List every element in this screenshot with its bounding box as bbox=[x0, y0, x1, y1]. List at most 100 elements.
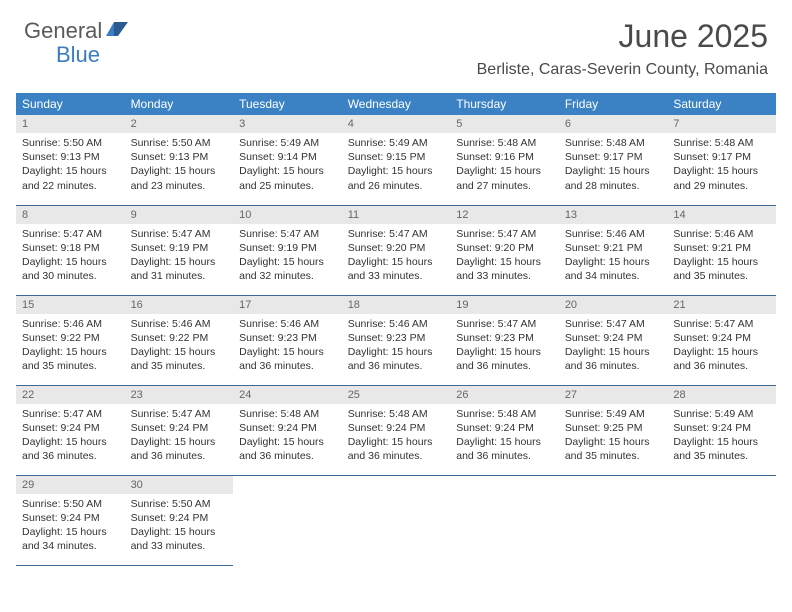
day-number: 19 bbox=[450, 296, 559, 314]
day-number: 12 bbox=[450, 206, 559, 224]
day-number: 23 bbox=[125, 386, 234, 404]
day-content: Sunrise: 5:48 AMSunset: 9:24 PMDaylight:… bbox=[342, 404, 451, 467]
day-number: 1 bbox=[16, 115, 125, 133]
day-content: Sunrise: 5:47 AMSunset: 9:20 PMDaylight:… bbox=[342, 224, 451, 287]
day-content: Sunrise: 5:47 AMSunset: 9:20 PMDaylight:… bbox=[450, 224, 559, 287]
calendar-day-cell: 29Sunrise: 5:50 AMSunset: 9:24 PMDayligh… bbox=[16, 475, 125, 565]
day-number: 30 bbox=[125, 476, 234, 494]
calendar-week-row: 15Sunrise: 5:46 AMSunset: 9:22 PMDayligh… bbox=[16, 295, 776, 385]
day-content: Sunrise: 5:49 AMSunset: 9:24 PMDaylight:… bbox=[667, 404, 776, 467]
day-number: 9 bbox=[125, 206, 234, 224]
day-number: 7 bbox=[667, 115, 776, 133]
calendar-day-cell: 9Sunrise: 5:47 AMSunset: 9:19 PMDaylight… bbox=[125, 205, 234, 295]
calendar-day-cell: 3Sunrise: 5:49 AMSunset: 9:14 PMDaylight… bbox=[233, 115, 342, 205]
day-content: Sunrise: 5:50 AMSunset: 9:13 PMDaylight:… bbox=[125, 133, 234, 196]
day-content: Sunrise: 5:48 AMSunset: 9:17 PMDaylight:… bbox=[559, 133, 668, 196]
calendar-week-row: 1Sunrise: 5:50 AMSunset: 9:13 PMDaylight… bbox=[16, 115, 776, 205]
weekday-fri: Friday bbox=[559, 93, 668, 115]
day-number: 15 bbox=[16, 296, 125, 314]
calendar-day-cell: 7Sunrise: 5:48 AMSunset: 9:17 PMDaylight… bbox=[667, 115, 776, 205]
weekday-tue: Tuesday bbox=[233, 93, 342, 115]
calendar-day-cell: 5Sunrise: 5:48 AMSunset: 9:16 PMDaylight… bbox=[450, 115, 559, 205]
calendar-day-cell: 18Sunrise: 5:46 AMSunset: 9:23 PMDayligh… bbox=[342, 295, 451, 385]
weekday-header-row: Sunday Monday Tuesday Wednesday Thursday… bbox=[16, 93, 776, 115]
day-content: Sunrise: 5:46 AMSunset: 9:21 PMDaylight:… bbox=[559, 224, 668, 287]
logo-text-blue: Blue bbox=[56, 42, 100, 68]
day-content: Sunrise: 5:50 AMSunset: 9:24 PMDaylight:… bbox=[125, 494, 234, 557]
logo-text-general: General bbox=[24, 18, 102, 44]
day-number: 2 bbox=[125, 115, 234, 133]
day-content: Sunrise: 5:47 AMSunset: 9:19 PMDaylight:… bbox=[125, 224, 234, 287]
day-content: Sunrise: 5:49 AMSunset: 9:14 PMDaylight:… bbox=[233, 133, 342, 196]
calendar-day-cell: 12Sunrise: 5:47 AMSunset: 9:20 PMDayligh… bbox=[450, 205, 559, 295]
day-number: 17 bbox=[233, 296, 342, 314]
calendar-day-cell: 13Sunrise: 5:46 AMSunset: 9:21 PMDayligh… bbox=[559, 205, 668, 295]
calendar-day-cell bbox=[559, 475, 668, 565]
day-number: 24 bbox=[233, 386, 342, 404]
month-title: June 2025 bbox=[477, 18, 768, 55]
day-number: 6 bbox=[559, 115, 668, 133]
day-content: Sunrise: 5:48 AMSunset: 9:24 PMDaylight:… bbox=[450, 404, 559, 467]
day-number: 11 bbox=[342, 206, 451, 224]
day-number: 28 bbox=[667, 386, 776, 404]
calendar-day-cell: 24Sunrise: 5:48 AMSunset: 9:24 PMDayligh… bbox=[233, 385, 342, 475]
day-number: 4 bbox=[342, 115, 451, 133]
calendar-day-cell bbox=[450, 475, 559, 565]
logo-flag-icon bbox=[106, 20, 130, 43]
weekday-sat: Saturday bbox=[667, 93, 776, 115]
weekday-wed: Wednesday bbox=[342, 93, 451, 115]
day-content: Sunrise: 5:47 AMSunset: 9:24 PMDaylight:… bbox=[16, 404, 125, 467]
calendar-table: Sunday Monday Tuesday Wednesday Thursday… bbox=[16, 93, 776, 566]
day-content: Sunrise: 5:47 AMSunset: 9:19 PMDaylight:… bbox=[233, 224, 342, 287]
weekday-sun: Sunday bbox=[16, 93, 125, 115]
calendar-day-cell bbox=[667, 475, 776, 565]
day-content: Sunrise: 5:50 AMSunset: 9:24 PMDaylight:… bbox=[16, 494, 125, 557]
calendar-day-cell: 16Sunrise: 5:46 AMSunset: 9:22 PMDayligh… bbox=[125, 295, 234, 385]
day-content: Sunrise: 5:47 AMSunset: 9:24 PMDaylight:… bbox=[667, 314, 776, 377]
day-number: 21 bbox=[667, 296, 776, 314]
calendar-day-cell: 22Sunrise: 5:47 AMSunset: 9:24 PMDayligh… bbox=[16, 385, 125, 475]
day-number: 8 bbox=[16, 206, 125, 224]
calendar-day-cell: 19Sunrise: 5:47 AMSunset: 9:23 PMDayligh… bbox=[450, 295, 559, 385]
day-content: Sunrise: 5:46 AMSunset: 9:22 PMDaylight:… bbox=[16, 314, 125, 377]
day-number: 20 bbox=[559, 296, 668, 314]
calendar-day-cell: 28Sunrise: 5:49 AMSunset: 9:24 PMDayligh… bbox=[667, 385, 776, 475]
weekday-mon: Monday bbox=[125, 93, 234, 115]
calendar-day-cell bbox=[233, 475, 342, 565]
day-number: 13 bbox=[559, 206, 668, 224]
calendar-day-cell: 4Sunrise: 5:49 AMSunset: 9:15 PMDaylight… bbox=[342, 115, 451, 205]
day-content: Sunrise: 5:47 AMSunset: 9:18 PMDaylight:… bbox=[16, 224, 125, 287]
day-content: Sunrise: 5:49 AMSunset: 9:25 PMDaylight:… bbox=[559, 404, 668, 467]
calendar-day-cell: 2Sunrise: 5:50 AMSunset: 9:13 PMDaylight… bbox=[125, 115, 234, 205]
day-number: 26 bbox=[450, 386, 559, 404]
calendar-day-cell: 11Sunrise: 5:47 AMSunset: 9:20 PMDayligh… bbox=[342, 205, 451, 295]
calendar-day-cell: 14Sunrise: 5:46 AMSunset: 9:21 PMDayligh… bbox=[667, 205, 776, 295]
calendar-body: 1Sunrise: 5:50 AMSunset: 9:13 PMDaylight… bbox=[16, 115, 776, 565]
day-content: Sunrise: 5:47 AMSunset: 9:24 PMDaylight:… bbox=[559, 314, 668, 377]
day-content: Sunrise: 5:48 AMSunset: 9:16 PMDaylight:… bbox=[450, 133, 559, 196]
day-number: 18 bbox=[342, 296, 451, 314]
day-content: Sunrise: 5:46 AMSunset: 9:22 PMDaylight:… bbox=[125, 314, 234, 377]
day-number: 29 bbox=[16, 476, 125, 494]
day-number: 22 bbox=[16, 386, 125, 404]
calendar-day-cell: 30Sunrise: 5:50 AMSunset: 9:24 PMDayligh… bbox=[125, 475, 234, 565]
day-content: Sunrise: 5:46 AMSunset: 9:23 PMDaylight:… bbox=[342, 314, 451, 377]
day-content: Sunrise: 5:47 AMSunset: 9:24 PMDaylight:… bbox=[125, 404, 234, 467]
location-text: Berliste, Caras-Severin County, Romania bbox=[477, 61, 768, 79]
calendar-day-cell: 1Sunrise: 5:50 AMSunset: 9:13 PMDaylight… bbox=[16, 115, 125, 205]
calendar-week-row: 8Sunrise: 5:47 AMSunset: 9:18 PMDaylight… bbox=[16, 205, 776, 295]
day-number: 14 bbox=[667, 206, 776, 224]
title-block: June 2025 Berliste, Caras-Severin County… bbox=[477, 18, 768, 79]
calendar-day-cell: 26Sunrise: 5:48 AMSunset: 9:24 PMDayligh… bbox=[450, 385, 559, 475]
logo: General Blue bbox=[24, 18, 130, 44]
day-number: 3 bbox=[233, 115, 342, 133]
calendar-day-cell: 8Sunrise: 5:47 AMSunset: 9:18 PMDaylight… bbox=[16, 205, 125, 295]
calendar-day-cell bbox=[342, 475, 451, 565]
calendar-day-cell: 25Sunrise: 5:48 AMSunset: 9:24 PMDayligh… bbox=[342, 385, 451, 475]
day-content: Sunrise: 5:47 AMSunset: 9:23 PMDaylight:… bbox=[450, 314, 559, 377]
calendar-week-row: 29Sunrise: 5:50 AMSunset: 9:24 PMDayligh… bbox=[16, 475, 776, 565]
calendar-day-cell: 17Sunrise: 5:46 AMSunset: 9:23 PMDayligh… bbox=[233, 295, 342, 385]
day-number: 27 bbox=[559, 386, 668, 404]
day-content: Sunrise: 5:50 AMSunset: 9:13 PMDaylight:… bbox=[16, 133, 125, 196]
day-content: Sunrise: 5:49 AMSunset: 9:15 PMDaylight:… bbox=[342, 133, 451, 196]
